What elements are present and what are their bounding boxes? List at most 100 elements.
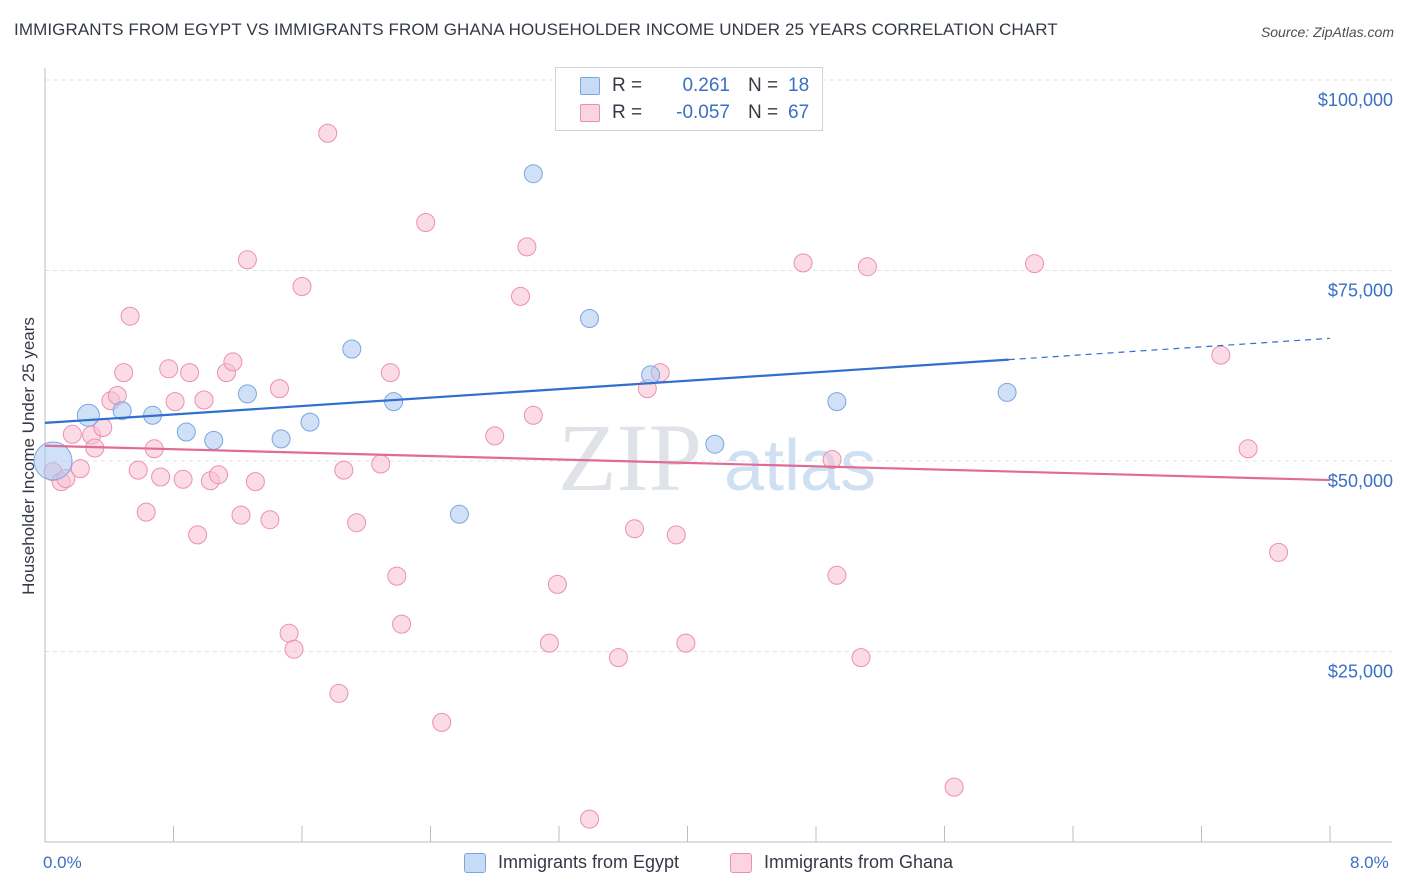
point-ghana — [1238, 439, 1258, 459]
stats-legend: R = 0.261 N = 18 R = -0.057 N = 67 — [555, 67, 823, 131]
point-egypt — [641, 365, 661, 385]
legend-row-egypt: R = 0.261 N = 18 — [580, 74, 809, 98]
point-ghana — [793, 253, 813, 273]
point-ghana — [1269, 542, 1289, 562]
point-ghana — [245, 472, 265, 492]
point-ghana — [128, 460, 148, 480]
point-ghana — [625, 519, 644, 539]
legend-swatch-egypt — [580, 77, 600, 95]
point-egypt — [384, 392, 404, 412]
y-tick-label: $100,000 — [1318, 90, 1393, 110]
point-egypt — [449, 504, 469, 524]
bottom-legend-swatch-ghana — [730, 852, 752, 873]
point-ghana — [62, 424, 82, 444]
point-ghana — [318, 123, 338, 143]
y-tick-label: $25,000 — [1328, 662, 1393, 682]
point-ghana — [608, 648, 628, 668]
point-egypt — [76, 403, 100, 427]
point-egypt — [176, 422, 196, 442]
point-ghana — [827, 565, 847, 585]
point-ghana — [392, 614, 412, 634]
point-ghana — [857, 257, 877, 277]
point-ghana — [237, 250, 257, 270]
y-tick-label: $75,000 — [1328, 281, 1393, 301]
x-tick-label-min: 0.0% — [43, 853, 82, 872]
point-ghana — [822, 450, 842, 469]
point-ghana — [511, 286, 530, 306]
point-ghana — [284, 639, 304, 659]
point-ghana — [173, 469, 193, 489]
data-points — [33, 123, 1289, 829]
point-egypt — [705, 434, 725, 454]
y-tick-label: $50,000 — [1328, 471, 1393, 491]
legend-n-label: N = — [748, 102, 779, 123]
point-egypt — [204, 430, 224, 450]
point-ghana — [188, 525, 208, 545]
point-ghana — [485, 426, 505, 446]
legend-n-label: N = — [748, 75, 779, 96]
legend-r-label: R = — [612, 102, 643, 123]
point-egypt — [997, 382, 1017, 402]
point-egypt — [580, 309, 599, 328]
y-tick-labels: $25,000 $50,000 $75,000 $100,000 — [1318, 90, 1393, 682]
trend-lines — [44, 337, 1331, 482]
point-ghana — [1211, 345, 1231, 365]
point-egypt — [342, 339, 362, 359]
point-ghana — [676, 633, 696, 653]
point-ghana — [165, 392, 185, 412]
point-ghana — [231, 505, 251, 525]
point-ghana — [416, 213, 436, 232]
point-ghana — [223, 352, 243, 372]
point-egypt — [271, 429, 291, 449]
legend-r-label: R = — [612, 75, 643, 96]
point-ghana — [1025, 254, 1044, 274]
legend-swatch-ghana — [580, 104, 600, 122]
point-ghana — [114, 363, 134, 383]
legend-n-value: 18 — [788, 75, 810, 96]
point-ghana — [523, 405, 543, 425]
point-ghana — [159, 359, 179, 379]
point-ghana — [194, 390, 214, 410]
point-ghana — [209, 465, 228, 485]
point-ghana — [371, 454, 391, 474]
point-ghana — [279, 623, 299, 643]
point-ghana — [70, 459, 90, 479]
trend-line-ghana — [44, 444, 1331, 482]
point-egypt — [237, 384, 257, 404]
axes — [44, 68, 1392, 843]
trend-line-egypt-extension — [1008, 337, 1331, 361]
source-credit: Source: ZipAtlas.com — [1260, 24, 1394, 40]
point-ghana — [270, 379, 289, 399]
point-ghana — [666, 525, 686, 545]
legend-r-value: -0.057 — [676, 102, 730, 123]
point-ghana — [151, 467, 171, 487]
point-ghana — [180, 363, 200, 383]
point-egypt — [33, 441, 73, 481]
bottom-legend-egypt: Immigrants from Egypt — [464, 852, 679, 873]
watermark-zip: ZIP — [558, 404, 702, 511]
point-egypt — [300, 412, 320, 432]
point-ghana — [136, 502, 156, 522]
point-ghana — [432, 712, 452, 732]
point-ghana — [292, 277, 312, 296]
bottom-legend-swatch-egypt — [464, 852, 486, 873]
point-ghana — [547, 574, 567, 594]
bottom-legend-label-ghana: Immigrants from Ghana — [764, 852, 954, 872]
x-tick-label-max: 8.0% — [1350, 853, 1389, 872]
bottom-legend-label-egypt: Immigrants from Egypt — [498, 852, 680, 872]
chart-title: IMMIGRANTS FROM EGYPT VS IMMIGRANTS FROM… — [14, 20, 1058, 39]
point-ghana — [347, 513, 367, 533]
point-egypt — [523, 164, 543, 184]
point-egypt — [827, 392, 847, 412]
point-ghana — [260, 510, 280, 530]
trend-line-egypt — [44, 358, 1009, 424]
point-ghana — [120, 306, 140, 326]
point-ghana — [334, 460, 354, 480]
point-ghana — [517, 237, 537, 257]
point-egypt — [112, 401, 132, 421]
bottom-legend-ghana: Immigrants from Ghana — [730, 852, 953, 873]
point-ghana — [539, 633, 559, 653]
point-ghana — [580, 809, 599, 829]
point-ghana — [380, 363, 400, 383]
